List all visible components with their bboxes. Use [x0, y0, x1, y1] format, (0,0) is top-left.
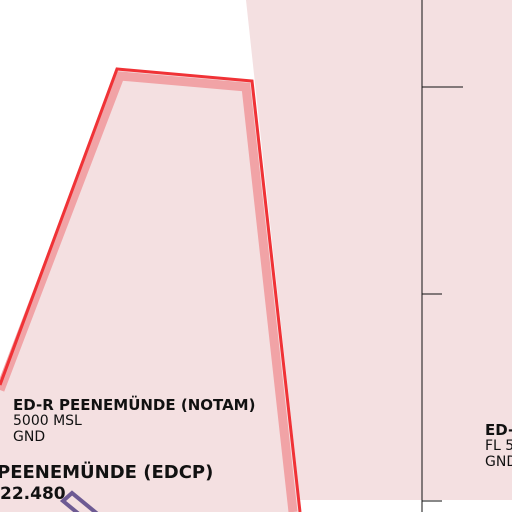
area-lower-limit-right: GND	[485, 454, 512, 470]
runway-icon[interactable]	[59, 490, 100, 512]
aerodrome-frequency: 22.480	[0, 484, 66, 504]
restricted-area-left-border	[0, 67, 302, 512]
area-name-left[interactable]: ED-R PEENEMÜNDE (NOTAM)	[13, 396, 256, 414]
area-upper-limit-right: FL 5	[485, 438, 512, 454]
grid-line	[421, 0, 463, 512]
area-name-right[interactable]: ED-	[485, 421, 512, 439]
restricted-area-left[interactable]	[0, 69, 300, 512]
area-upper-limit-left: 5000 MSL	[13, 413, 82, 429]
restricted-area-right	[246, 0, 512, 500]
area-lower-limit-left: GND	[13, 429, 46, 445]
aerodrome-name[interactable]: PEENEMÜNDE (EDCP)	[0, 462, 214, 483]
restricted-area-left-halo	[0, 71, 298, 512]
